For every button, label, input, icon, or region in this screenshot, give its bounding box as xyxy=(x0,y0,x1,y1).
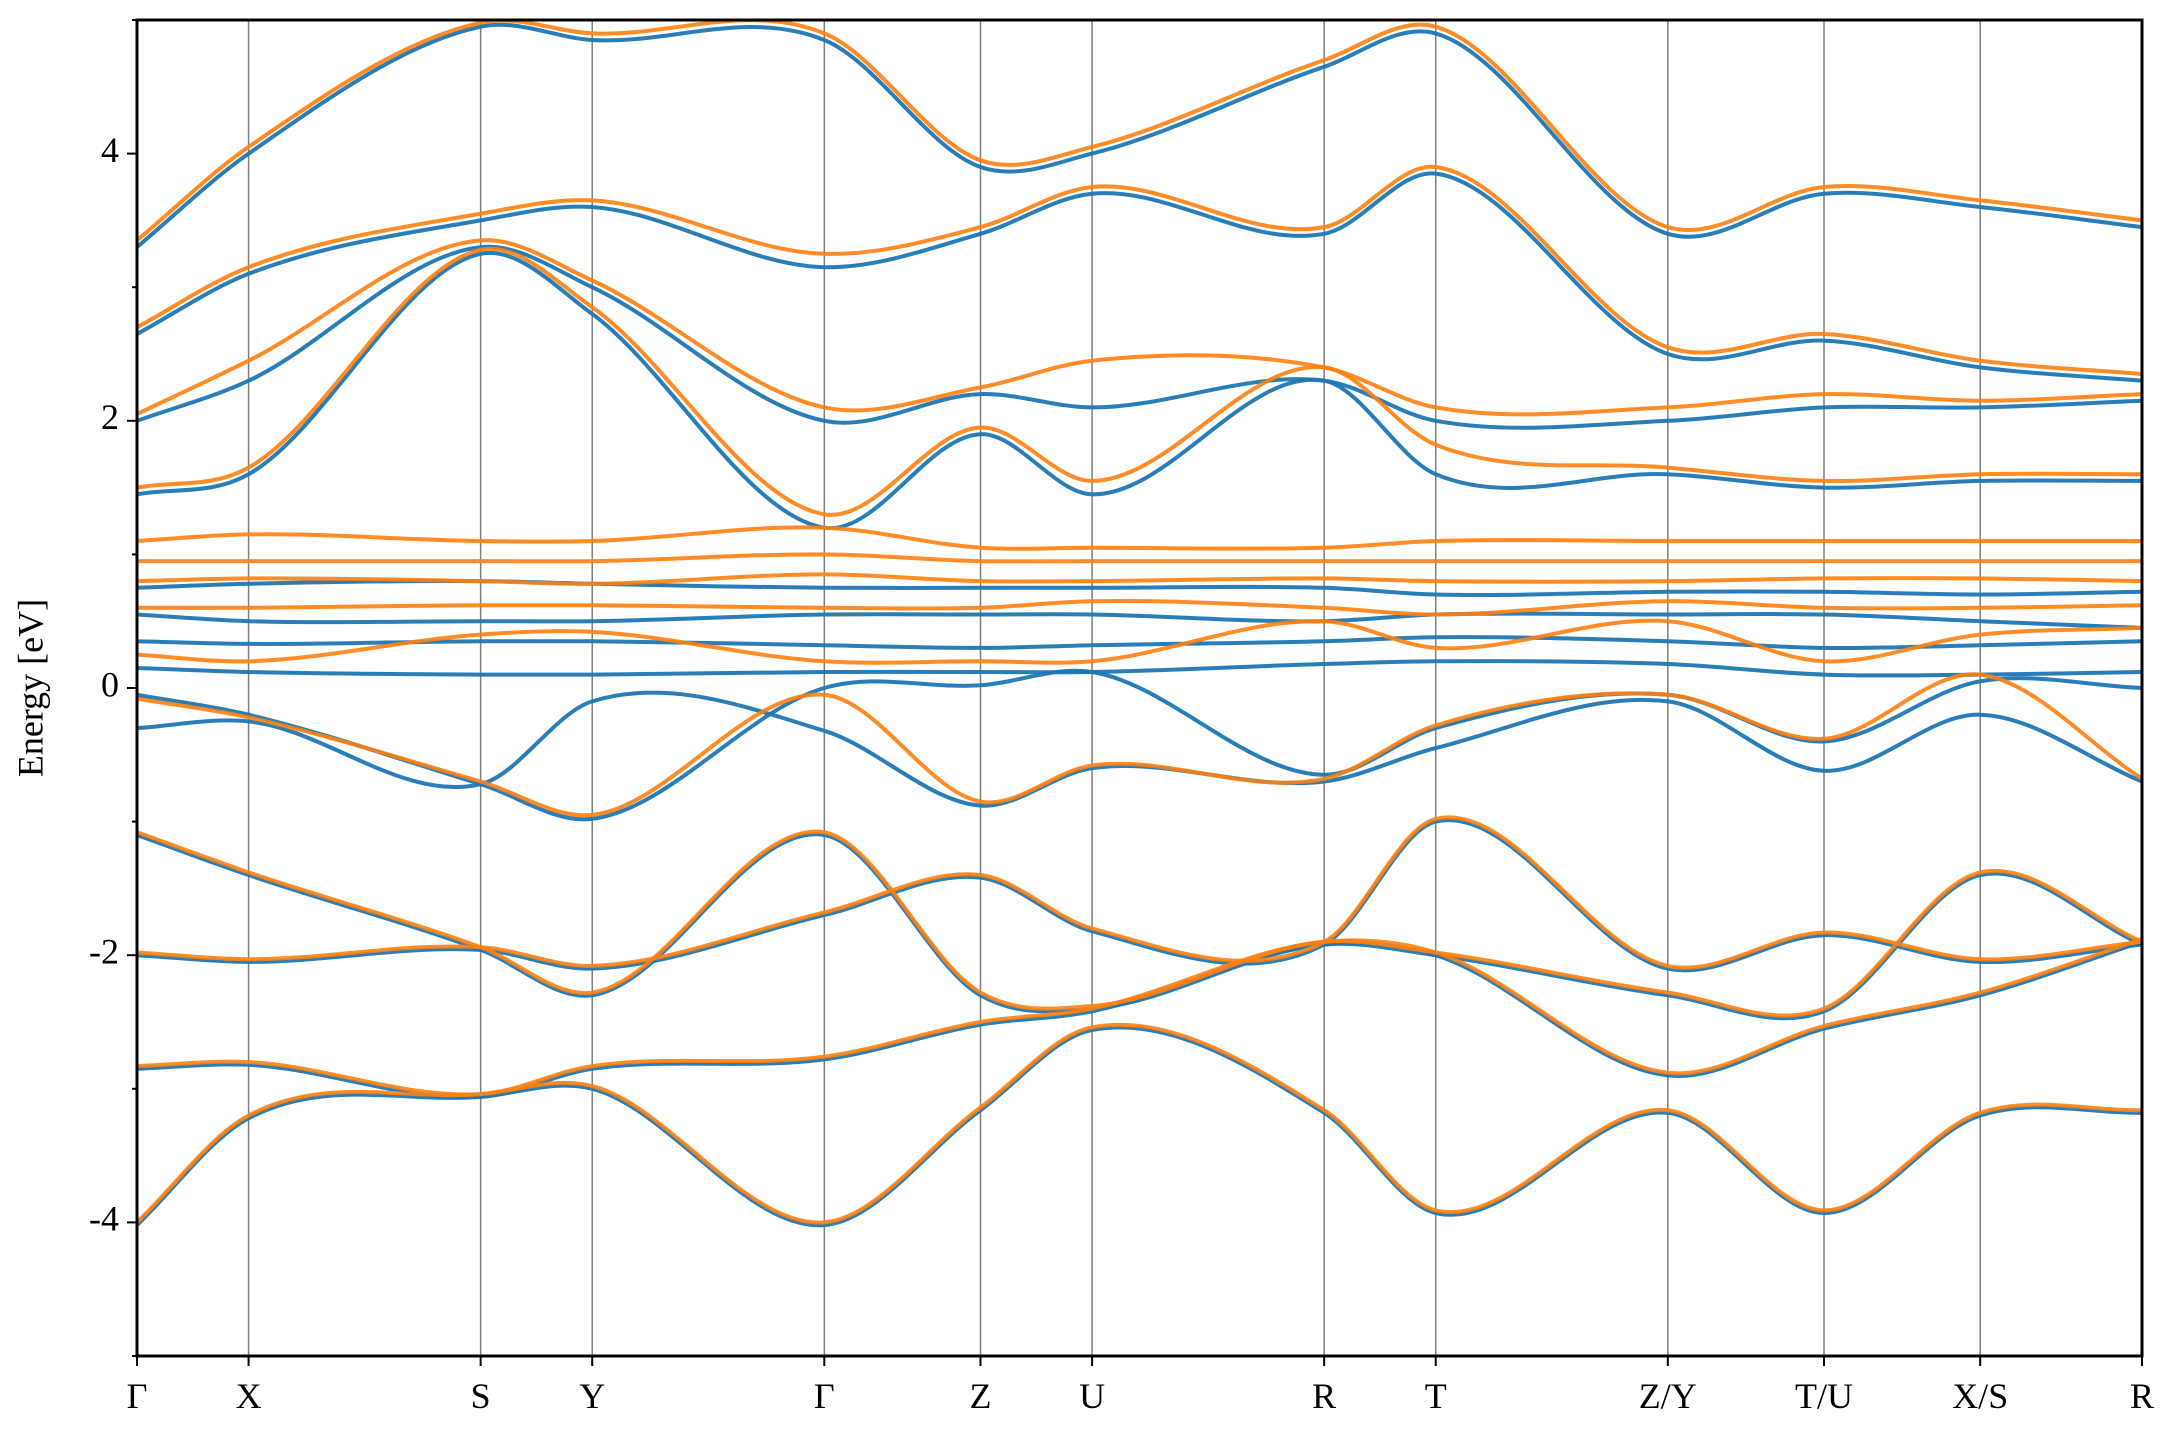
y-tick-label: 4 xyxy=(101,130,119,170)
x-tick-label: Z/Y xyxy=(1639,1376,1697,1416)
kpoint-lines xyxy=(247,20,1981,1356)
x-tick-label: Y xyxy=(579,1376,605,1416)
x-tick-label: R xyxy=(1312,1376,1336,1416)
x-tick-label: Γ xyxy=(127,1376,148,1416)
band-line xyxy=(137,829,2142,1018)
band-line xyxy=(137,22,2142,250)
y-axis-label: Energy [eV] xyxy=(10,599,50,777)
y-tick-label: 0 xyxy=(101,664,119,704)
y-axis: -4 -2 0 2 4 xyxy=(89,19,137,1357)
band-line xyxy=(137,552,2142,564)
band-line xyxy=(137,525,2142,551)
x-tick-label: R xyxy=(2130,1376,2154,1416)
bands xyxy=(137,20,2142,1228)
band-line xyxy=(137,238,2142,417)
band-line xyxy=(137,246,2142,517)
band-line xyxy=(137,244,2142,430)
x-tick-label: X xyxy=(236,1376,262,1416)
x-tick-label: S xyxy=(471,1376,491,1416)
band-line xyxy=(137,668,2142,822)
band-line xyxy=(137,659,2142,678)
band-line xyxy=(137,611,2142,630)
y-tick-label: -4 xyxy=(89,1199,119,1239)
y-tick-label: 2 xyxy=(101,397,119,437)
band-line xyxy=(137,20,2142,243)
y-tick-label: -2 xyxy=(89,931,119,971)
band-series-2 xyxy=(137,20,2142,1225)
band-line xyxy=(137,635,2142,651)
band-line xyxy=(137,250,2142,530)
band-line xyxy=(137,171,2142,383)
x-tick-label: U xyxy=(1079,1376,1105,1416)
band-line xyxy=(137,572,2142,586)
band-line xyxy=(137,672,2142,818)
band-line xyxy=(137,598,2142,617)
x-tick-label: Γ xyxy=(814,1376,835,1416)
x-axis: Γ X S Y Γ Z U R T Z/Y T/U X/S R xyxy=(127,1356,2154,1416)
band-line xyxy=(137,164,2142,376)
x-tick-label: X/S xyxy=(1952,1376,2008,1416)
x-tick-label: T/U xyxy=(1795,1376,1853,1416)
x-tick-label: Z xyxy=(970,1376,992,1416)
x-tick-label: T xyxy=(1425,1376,1447,1416)
band-line xyxy=(137,618,2142,665)
